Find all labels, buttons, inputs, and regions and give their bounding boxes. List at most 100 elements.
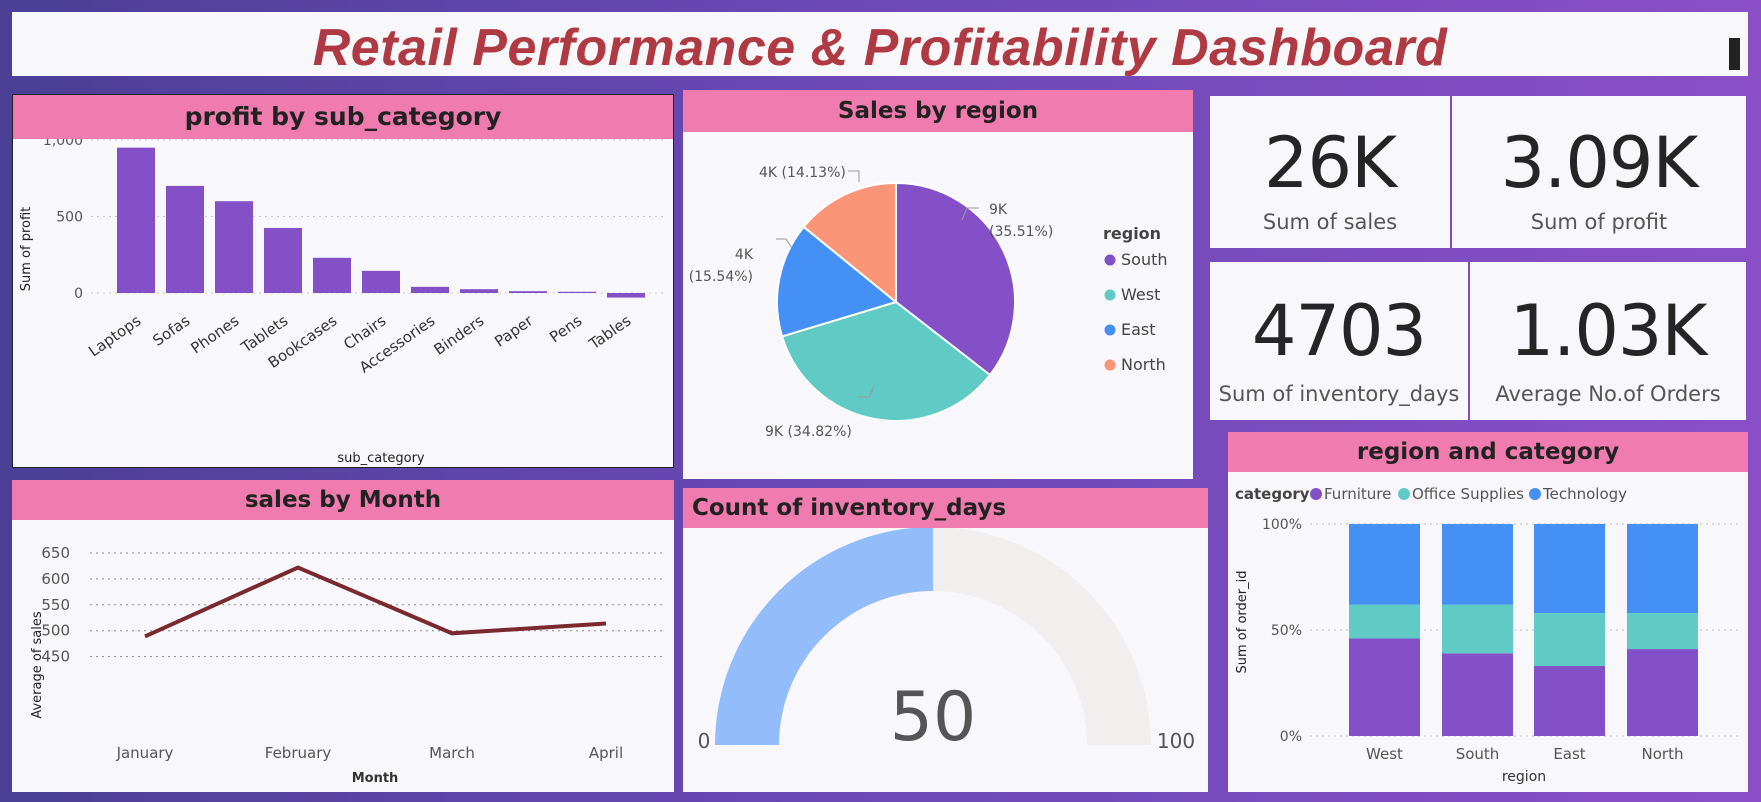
stacked-bar-segment bbox=[1627, 613, 1698, 650]
y-axis-label: Sum of order_id bbox=[1235, 571, 1250, 674]
y-tick-label: 450 bbox=[41, 648, 70, 666]
pie-data-label: (35.51%) bbox=[989, 224, 1053, 240]
leader-line bbox=[776, 238, 793, 249]
x-tick-label: Pens bbox=[546, 311, 585, 346]
kpi-inventory-value: 4703 bbox=[1251, 290, 1427, 372]
x-axis-label: sub_category bbox=[337, 451, 425, 466]
y-tick-label: 500 bbox=[41, 622, 70, 640]
inventory-gauge: 50 0 100 bbox=[698, 528, 1195, 757]
legend-label: South bbox=[1121, 250, 1168, 269]
kpi-inventory-label: Sum of inventory_days bbox=[1218, 382, 1460, 406]
y-axis-label: Average of sales bbox=[30, 611, 45, 719]
legend-label: West bbox=[1121, 285, 1160, 304]
y-tick-label: 50% bbox=[1271, 623, 1302, 639]
title-bar: Retail Performance & Profitability Dashb… bbox=[12, 12, 1748, 77]
x-tick-label: West bbox=[1366, 745, 1403, 763]
x-tick-label: January bbox=[116, 744, 174, 762]
bar bbox=[558, 291, 596, 293]
stacked-bar-segment bbox=[1442, 653, 1513, 736]
bar bbox=[313, 257, 351, 293]
dashboard-title: Retail Performance & Profitability Dashb… bbox=[312, 19, 1448, 77]
pie-data-label: 9K (34.82%) bbox=[765, 424, 852, 440]
legend-marker bbox=[1398, 488, 1410, 500]
y-tick-label: 100% bbox=[1262, 517, 1302, 533]
pie-data-label: 4K bbox=[735, 247, 754, 263]
stacked-bar-segment bbox=[1627, 649, 1698, 736]
legend-marker bbox=[1104, 324, 1116, 336]
legend-label: North bbox=[1121, 355, 1166, 374]
bar bbox=[411, 286, 449, 293]
kpi-orders-value: 1.03K bbox=[1509, 290, 1708, 372]
kpi-profit-value: 3.09K bbox=[1500, 122, 1699, 204]
x-tick-label: Binders bbox=[431, 311, 488, 358]
y-axis-label: Sum of profit bbox=[19, 207, 34, 292]
bar bbox=[509, 291, 547, 293]
month-line-chart: 650 600 550 500 450 January February March April… bbox=[30, 544, 664, 786]
stacked-panel: region and category category Furniture Off… bbox=[1228, 432, 1748, 792]
kpi-sales-label: Sum of sales bbox=[1262, 210, 1398, 234]
legend-marker bbox=[1529, 488, 1541, 500]
pie-data-label: 4K (14.13%) bbox=[759, 165, 846, 181]
y-tick-label: 0 bbox=[74, 286, 83, 302]
legend-title: region bbox=[1103, 224, 1161, 243]
y-tick-label: 0% bbox=[1280, 729, 1302, 745]
month-panel: sales by Month 650 600 550 500 450 January Feb… bbox=[12, 480, 674, 792]
bar bbox=[264, 227, 302, 293]
leader-line bbox=[961, 207, 979, 221]
y-tick-label: 550 bbox=[41, 596, 70, 614]
legend-marker bbox=[1310, 488, 1322, 500]
bar bbox=[607, 293, 645, 298]
x-tick-label: March bbox=[429, 744, 475, 762]
stacked-bar-segment bbox=[1349, 638, 1420, 736]
x-tick-label: Paper bbox=[491, 311, 537, 351]
gauge-panel: Count of inventory_days 50 0 100 bbox=[683, 488, 1208, 792]
x-tick-label: South bbox=[1456, 745, 1500, 763]
stacked-bar-segment bbox=[1442, 604, 1513, 654]
pie-slice bbox=[802, 181, 897, 305]
leader-line bbox=[857, 385, 875, 398]
x-tick-label: February bbox=[265, 744, 332, 762]
stacked-panel-title: region and category bbox=[1228, 432, 1748, 472]
leader-line bbox=[848, 170, 860, 182]
pie-slice bbox=[776, 225, 899, 338]
region-pie-chart: 9K (35.51%) 9K (34.82%) 4K (15.54%) 4K (14.13… bbox=[689, 165, 1168, 440]
kpi-orders-card: 1.03K Average No.of Orders bbox=[1470, 262, 1746, 420]
bar bbox=[215, 201, 253, 293]
x-tick-label: East bbox=[1553, 745, 1585, 763]
legend-label: Technology bbox=[1542, 485, 1627, 503]
pie-slice bbox=[895, 181, 1016, 377]
x-tick-label: April bbox=[589, 744, 623, 762]
x-tick-label: Tables bbox=[585, 311, 634, 353]
x-tick-label: North bbox=[1642, 745, 1684, 763]
kpi-profit-card: 3.09K Sum of profit bbox=[1452, 96, 1746, 248]
pie-data-label: 9K bbox=[989, 202, 1008, 218]
gauge-fill-arc bbox=[715, 528, 933, 745]
bar bbox=[362, 270, 400, 293]
pie-slice bbox=[780, 300, 992, 422]
stacked-bar-segment bbox=[1534, 613, 1605, 667]
profit-panel-title: profit by sub_category bbox=[13, 95, 673, 139]
x-axis-label: Month bbox=[352, 771, 399, 786]
y-tick-label: 500 bbox=[56, 210, 83, 226]
scroll-indicator[interactable] bbox=[1729, 38, 1740, 70]
x-axis-label: region bbox=[1502, 769, 1546, 785]
legend-label: East bbox=[1121, 320, 1156, 339]
legend-marker bbox=[1104, 359, 1116, 371]
y-tick-label: 600 bbox=[41, 570, 70, 588]
legend-marker bbox=[1104, 289, 1116, 301]
sales-line bbox=[144, 565, 607, 639]
gauge-min-label: 0 bbox=[698, 729, 711, 753]
legend-title: category bbox=[1235, 485, 1310, 503]
bar bbox=[166, 185, 204, 293]
kpi-orders-label: Average No.of Orders bbox=[1495, 382, 1721, 406]
legend-marker bbox=[1104, 254, 1116, 266]
stacked-bar-segment bbox=[1627, 524, 1698, 614]
gauge-value-label: 50 bbox=[890, 678, 977, 757]
stacked-bar-segment bbox=[1349, 524, 1420, 605]
bar bbox=[117, 147, 155, 293]
legend-label: Furniture bbox=[1324, 485, 1391, 503]
gauge-panel-title: Count of inventory_days bbox=[683, 488, 1208, 528]
y-tick-label: 650 bbox=[41, 544, 70, 562]
stacked-bar-segment bbox=[1442, 524, 1513, 605]
region-panel-title: Sales by region bbox=[683, 90, 1193, 132]
